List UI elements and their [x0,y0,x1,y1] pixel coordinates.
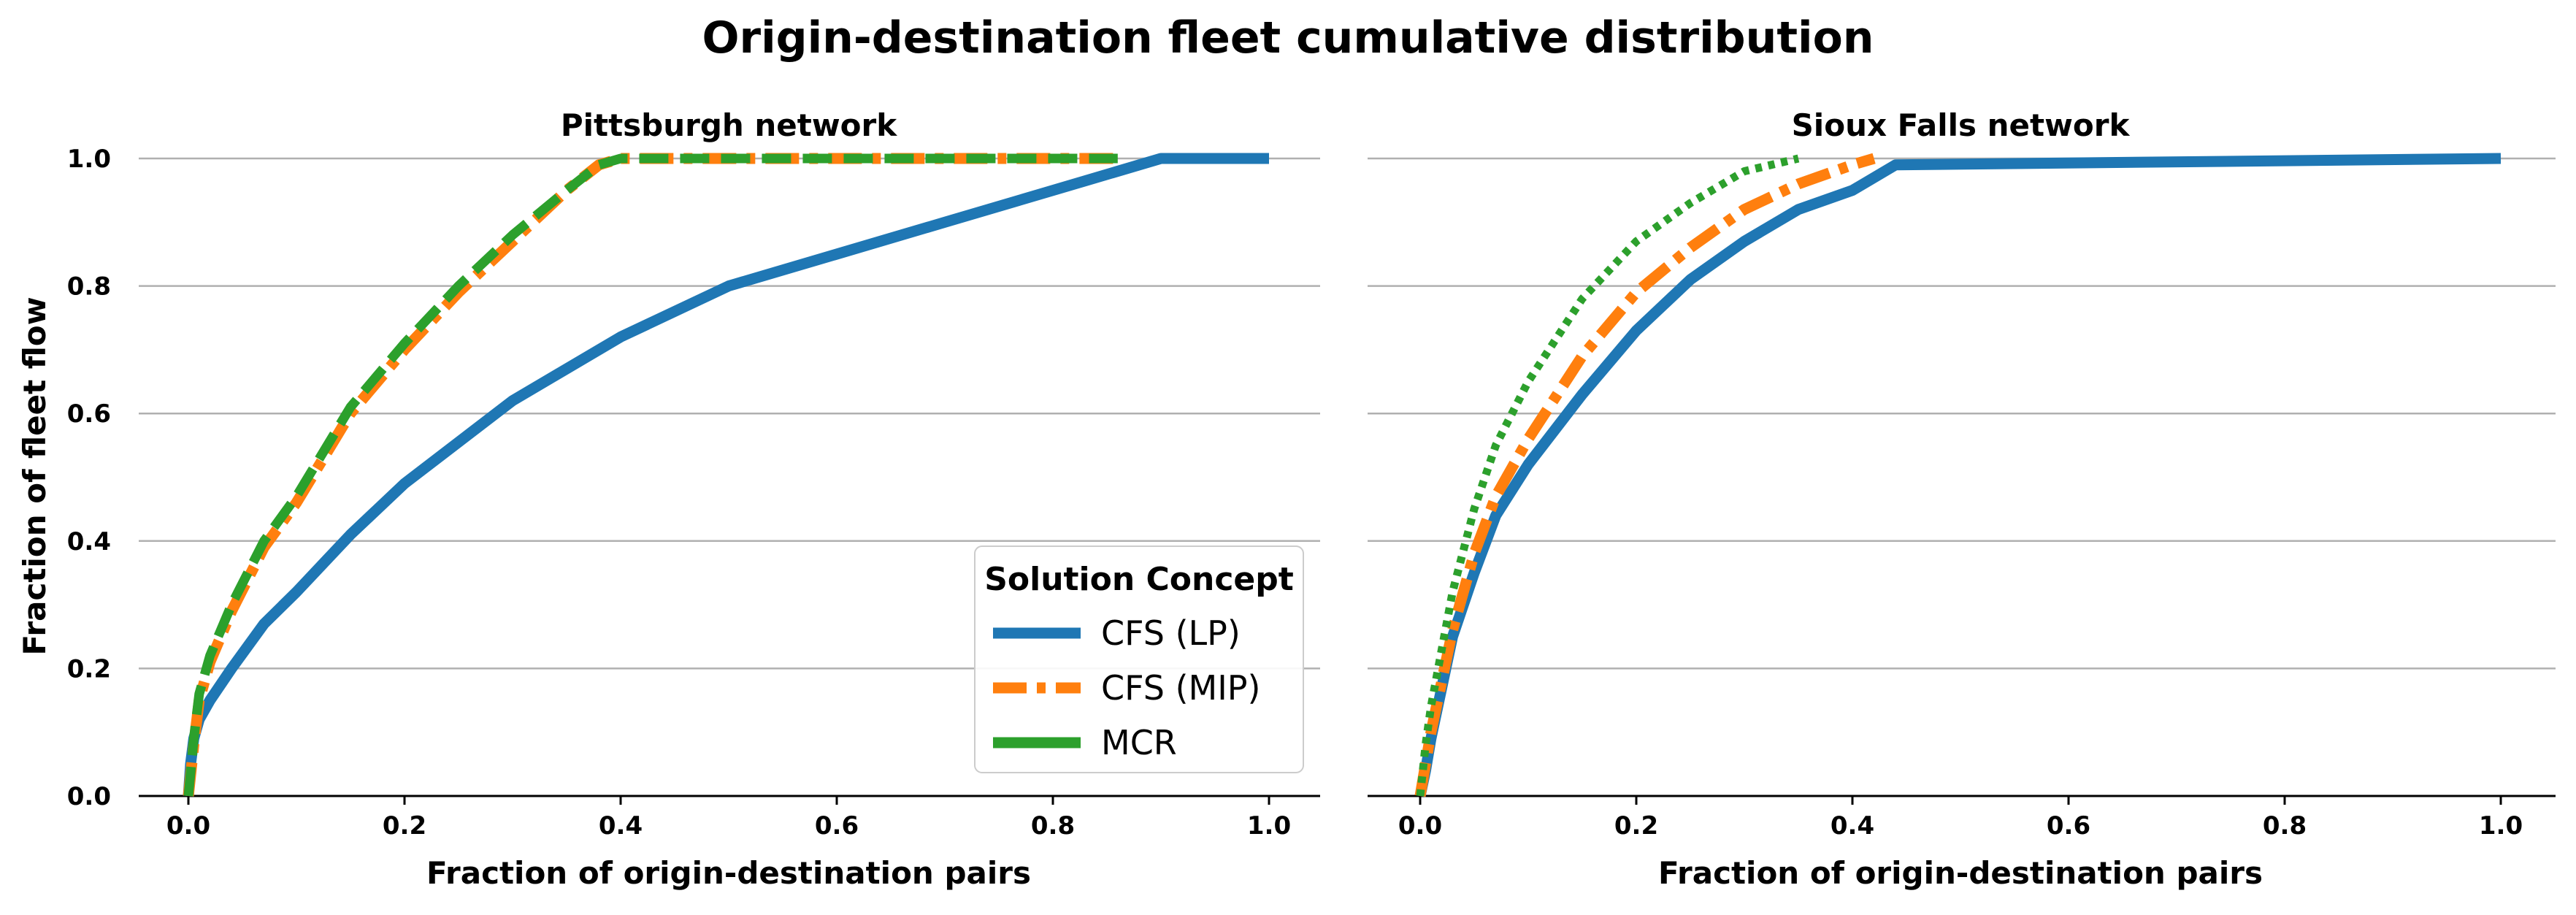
x-axis-label: Fraction of origin-destination pairs [426,855,1031,891]
x-tick-label: 0.4 [1831,811,1874,841]
x-tick-label: 0.8 [2263,811,2307,841]
legend-frame [974,545,1304,773]
x-tick-label: 1.0 [1247,811,1291,841]
pittsburgh-panel: 0.0 0.2 0.4 0.6 0.8 1.0 0.0 0.2 0.4 0.6 0.8 1.0 Pitt… [67,107,1320,891]
legend-label-cfs-lp: CFS (LP) [1101,613,1241,653]
y-tick-label: 0.6 [67,399,111,429]
figure-title: Origin-destination fleet cumulative dist… [702,12,1874,64]
y-tick-label: 1.0 [67,145,111,174]
x-axis-label: Fraction of origin-destination pairs [1658,855,2263,891]
y-tick-label: 0.0 [67,782,111,811]
y-tick-label: 0.2 [67,654,111,684]
panel-title: Pittsburgh network [561,107,897,143]
series-line-cfs-mip [1414,153,1876,797]
x-tick-label: 0.2 [383,811,426,841]
x-tick-label: 0.2 [1614,811,1658,841]
x-tick-label: 0.6 [2047,811,2090,841]
x-tick-label: 0.6 [815,811,859,841]
legend-label-mcr: MCR [1101,723,1177,762]
x-tick-label: 0.8 [1031,811,1075,841]
x-tick-label: 0.0 [1398,811,1442,841]
legend-title: Solution Concept [984,561,1294,598]
series-line-mcr [1416,154,1800,797]
series-line-cfs-lp [1414,153,2502,797]
sioux-falls-panel: 0.0 0.2 0.4 0.6 0.8 1.0 Sioux Falls network Fra… [1368,107,2556,891]
y-axis-label: Fraction of fleet flow [17,296,53,655]
x-tick-label: 0.4 [599,811,643,841]
y-tick-label: 0.4 [67,527,111,556]
x-tick-label: 0.0 [166,811,210,841]
legend-label-cfs-mip: CFS (MIP) [1101,668,1260,708]
panel-title: Sioux Falls network [1792,107,2131,143]
legend: Solution Concept CFS (LP) CFS (MIP) MCR [974,545,1304,773]
series-line-mcr [183,153,1118,797]
x-tick-label: 1.0 [2479,811,2523,841]
y-tick-label: 0.8 [67,272,111,302]
